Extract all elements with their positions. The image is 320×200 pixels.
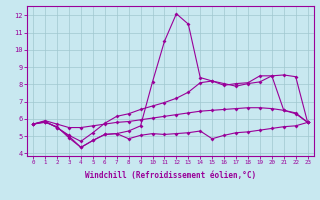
X-axis label: Windchill (Refroidissement éolien,°C): Windchill (Refroidissement éolien,°C) [85, 171, 256, 180]
